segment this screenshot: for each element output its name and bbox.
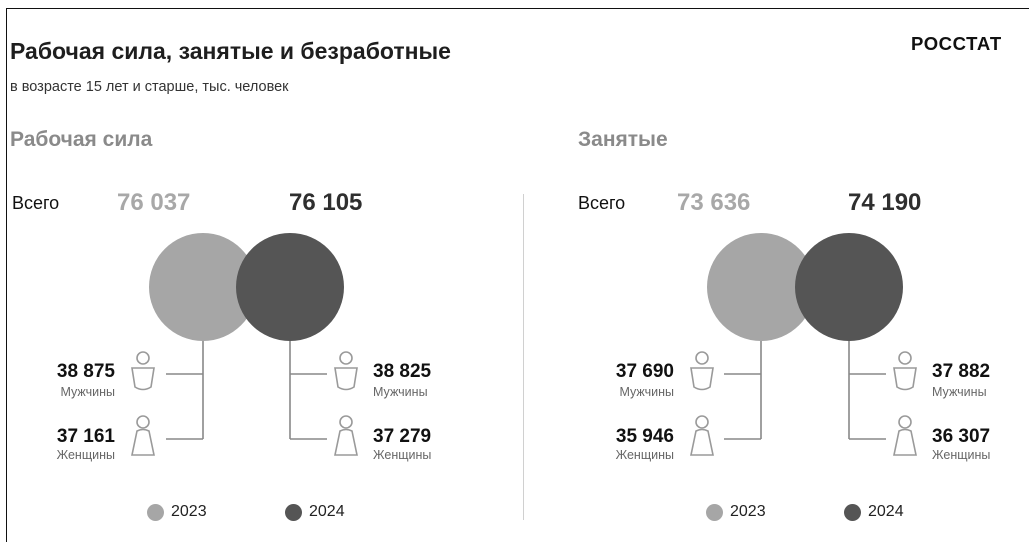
total-2024: 74 190 (848, 189, 922, 216)
legend-2024-icon (285, 504, 302, 521)
legend-2023-icon (706, 504, 723, 521)
total-label: Всего (578, 193, 626, 213)
value-male-2023: 38 875 (56, 361, 115, 382)
label-female-2023: Женщины (615, 448, 674, 462)
bubble-2024 (236, 233, 344, 341)
male-icon (690, 351, 714, 391)
label-male-2024: Мужчины (373, 385, 428, 399)
label-female-2024: Женщины (373, 448, 432, 462)
bubble-chart-labor-force (131, 233, 358, 456)
page-title: Рабочая сила, занятые и безработные (10, 38, 451, 64)
panel-title: Рабочая сила (10, 128, 153, 151)
legend-2023-icon (147, 504, 164, 521)
brand-logo: РОССТАТ (911, 33, 1002, 54)
bubble-2024 (795, 233, 903, 341)
value-female-2024: 36 307 (932, 426, 991, 447)
panel-employed: Занятые Всего 73 636 74 190 (0, 0, 990, 542)
bubble-2023 (707, 233, 815, 341)
connector-lines (166, 341, 327, 440)
value-female-2023: 37 161 (56, 426, 115, 447)
label-male-2024: Мужчины (932, 385, 987, 399)
total-2024: 76 105 (289, 189, 363, 216)
legend-2024-label: 2024 (868, 503, 904, 520)
legend-2024-label: 2024 (309, 503, 345, 520)
female-icon (131, 415, 155, 456)
chart-frame (6, 8, 1029, 542)
value-male-2024: 38 825 (373, 361, 432, 382)
label-male-2023: Мужчины (60, 385, 115, 399)
male-icon (893, 351, 917, 391)
female-icon (690, 415, 714, 456)
total-2023: 76 037 (117, 189, 191, 216)
connector-lines (724, 341, 886, 440)
value-male-2024: 37 882 (932, 361, 991, 382)
bubble-2023 (149, 233, 257, 341)
total-2023: 73 636 (677, 189, 751, 216)
label-female-2023: Женщины (56, 448, 115, 462)
male-icon (131, 351, 155, 391)
panel-labor-force: Рабочая сила Всего 76 037 76 105 (0, 0, 500, 542)
label-female-2024: Женщины (932, 448, 991, 462)
legend-2024-icon (844, 504, 861, 521)
female-icon (893, 415, 917, 456)
value-female-2024: 37 279 (373, 426, 432, 447)
legend-2023-label: 2023 (171, 503, 207, 520)
panel-title: Занятые (578, 128, 668, 151)
page-subtitle: в возрасте 15 лет и старше, тыс. человек (10, 79, 289, 95)
male-icon (334, 351, 358, 391)
legend-2023-label: 2023 (730, 503, 766, 520)
label-male-2023: Мужчины (619, 385, 674, 399)
total-label: Всего (12, 193, 60, 213)
value-male-2023: 37 690 (615, 361, 674, 382)
female-icon (334, 415, 358, 456)
panel-divider (523, 194, 524, 520)
value-female-2023: 35 946 (615, 426, 674, 447)
